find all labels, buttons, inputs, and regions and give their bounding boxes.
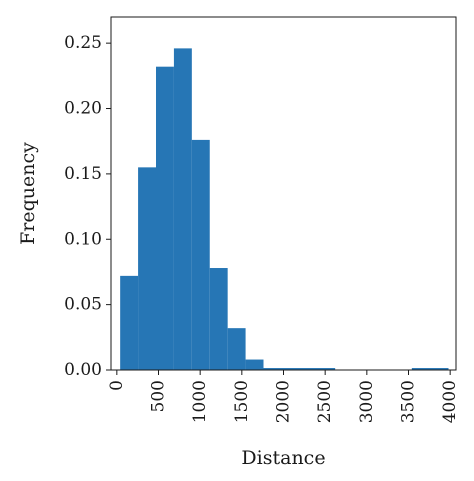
- x-tick-label: 2500: [315, 380, 335, 423]
- y-axis-label: Frequency: [17, 142, 39, 245]
- y-tick-label: 0.15: [64, 164, 102, 184]
- histogram-bar-1: [138, 167, 156, 370]
- histogram-bar-7: [245, 359, 264, 370]
- histogram-bar-3: [173, 48, 192, 370]
- histogram-bar-4: [191, 139, 210, 370]
- x-axis: 0 500 1000 1500 2000 2500 3000 3500 4000: [107, 370, 460, 423]
- x-tick-label: 2000: [274, 380, 294, 423]
- plot-area: [110, 16, 457, 371]
- y-tick-label: 0.05: [64, 295, 102, 315]
- x-tick-label: 3500: [399, 380, 419, 423]
- histogram-bar-9: [411, 368, 449, 370]
- histogram-bar-0: [120, 275, 139, 370]
- histogram-bar-8: [263, 368, 336, 370]
- x-tick-label: 1000: [190, 380, 210, 423]
- histogram-bar-2: [156, 66, 174, 370]
- y-tick-label: 0.25: [64, 33, 102, 53]
- y-tick-label: 0.00: [64, 360, 102, 380]
- histogram-bar-6: [227, 328, 246, 370]
- y-tick-label: 0.20: [64, 99, 102, 119]
- x-tick-label: 3000: [357, 380, 377, 423]
- bars-group: [120, 48, 449, 370]
- x-axis-label: Distance: [241, 447, 325, 469]
- x-tick-label: 4000: [440, 380, 460, 423]
- x-tick-label: 500: [149, 380, 169, 412]
- y-axis: 0.00 0.05 0.10 0.15 0.20 0.25: [64, 33, 111, 380]
- x-tick-label: 1500: [232, 380, 252, 423]
- histogram-bar-5: [209, 268, 228, 370]
- y-tick-label: 0.10: [64, 229, 102, 249]
- x-tick-label: 0: [107, 380, 127, 391]
